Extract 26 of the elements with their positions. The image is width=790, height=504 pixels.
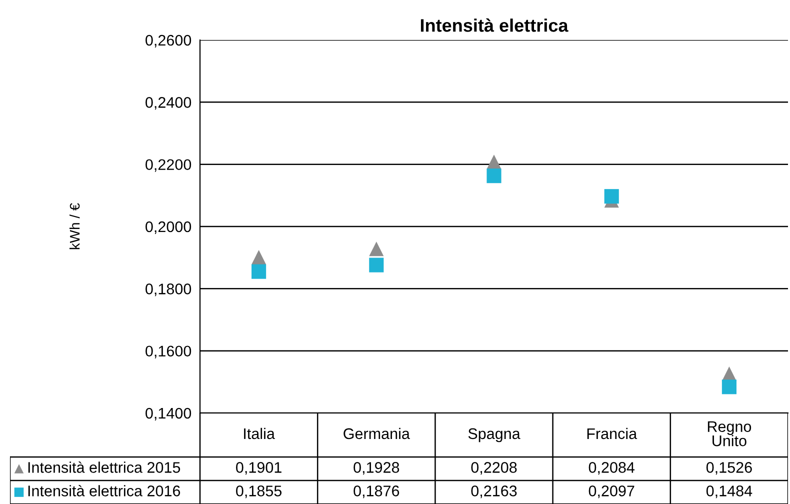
data-label: 0,1484 xyxy=(706,486,752,498)
data-label: 0,1901 xyxy=(236,462,282,475)
data-label: 0,2163 xyxy=(471,486,517,498)
x-tick-label: Francia xyxy=(587,428,638,440)
data-label: 0,2084 xyxy=(588,462,635,475)
y-tick-label: 0,2600 xyxy=(146,34,192,48)
y-tick-label: 0,2400 xyxy=(146,97,192,110)
data-label: 0,1928 xyxy=(354,462,400,475)
data-label: 0,2097 xyxy=(588,486,634,498)
y-tick-label: 0,1400 xyxy=(146,408,192,420)
x-tick-label: Germania xyxy=(344,428,410,440)
y-tick-label: 0,1600 xyxy=(146,346,192,358)
x-tick-label: Regno Unito xyxy=(708,421,752,446)
data-label: 0,2208 xyxy=(471,462,517,475)
y-axis-title: kWh / € xyxy=(69,203,80,250)
y-tick-label: 0,1800 xyxy=(146,284,192,296)
legend-label: Intensità elettrica 2016 xyxy=(28,484,180,496)
x-tick-label: Italia xyxy=(244,428,275,440)
y-tick-label: 0,2000 xyxy=(146,221,192,234)
data-label: 0,1855 xyxy=(236,486,282,498)
legend-label: Intensità elettrica 2015 xyxy=(28,461,180,473)
y-tick-label: 0,2200 xyxy=(146,159,192,172)
chart-title: Intensità elettrica xyxy=(420,18,568,32)
x-tick-label: Spagna xyxy=(468,428,520,442)
data-label: 0,1526 xyxy=(706,462,752,475)
data-label: 0,1876 xyxy=(354,486,400,498)
